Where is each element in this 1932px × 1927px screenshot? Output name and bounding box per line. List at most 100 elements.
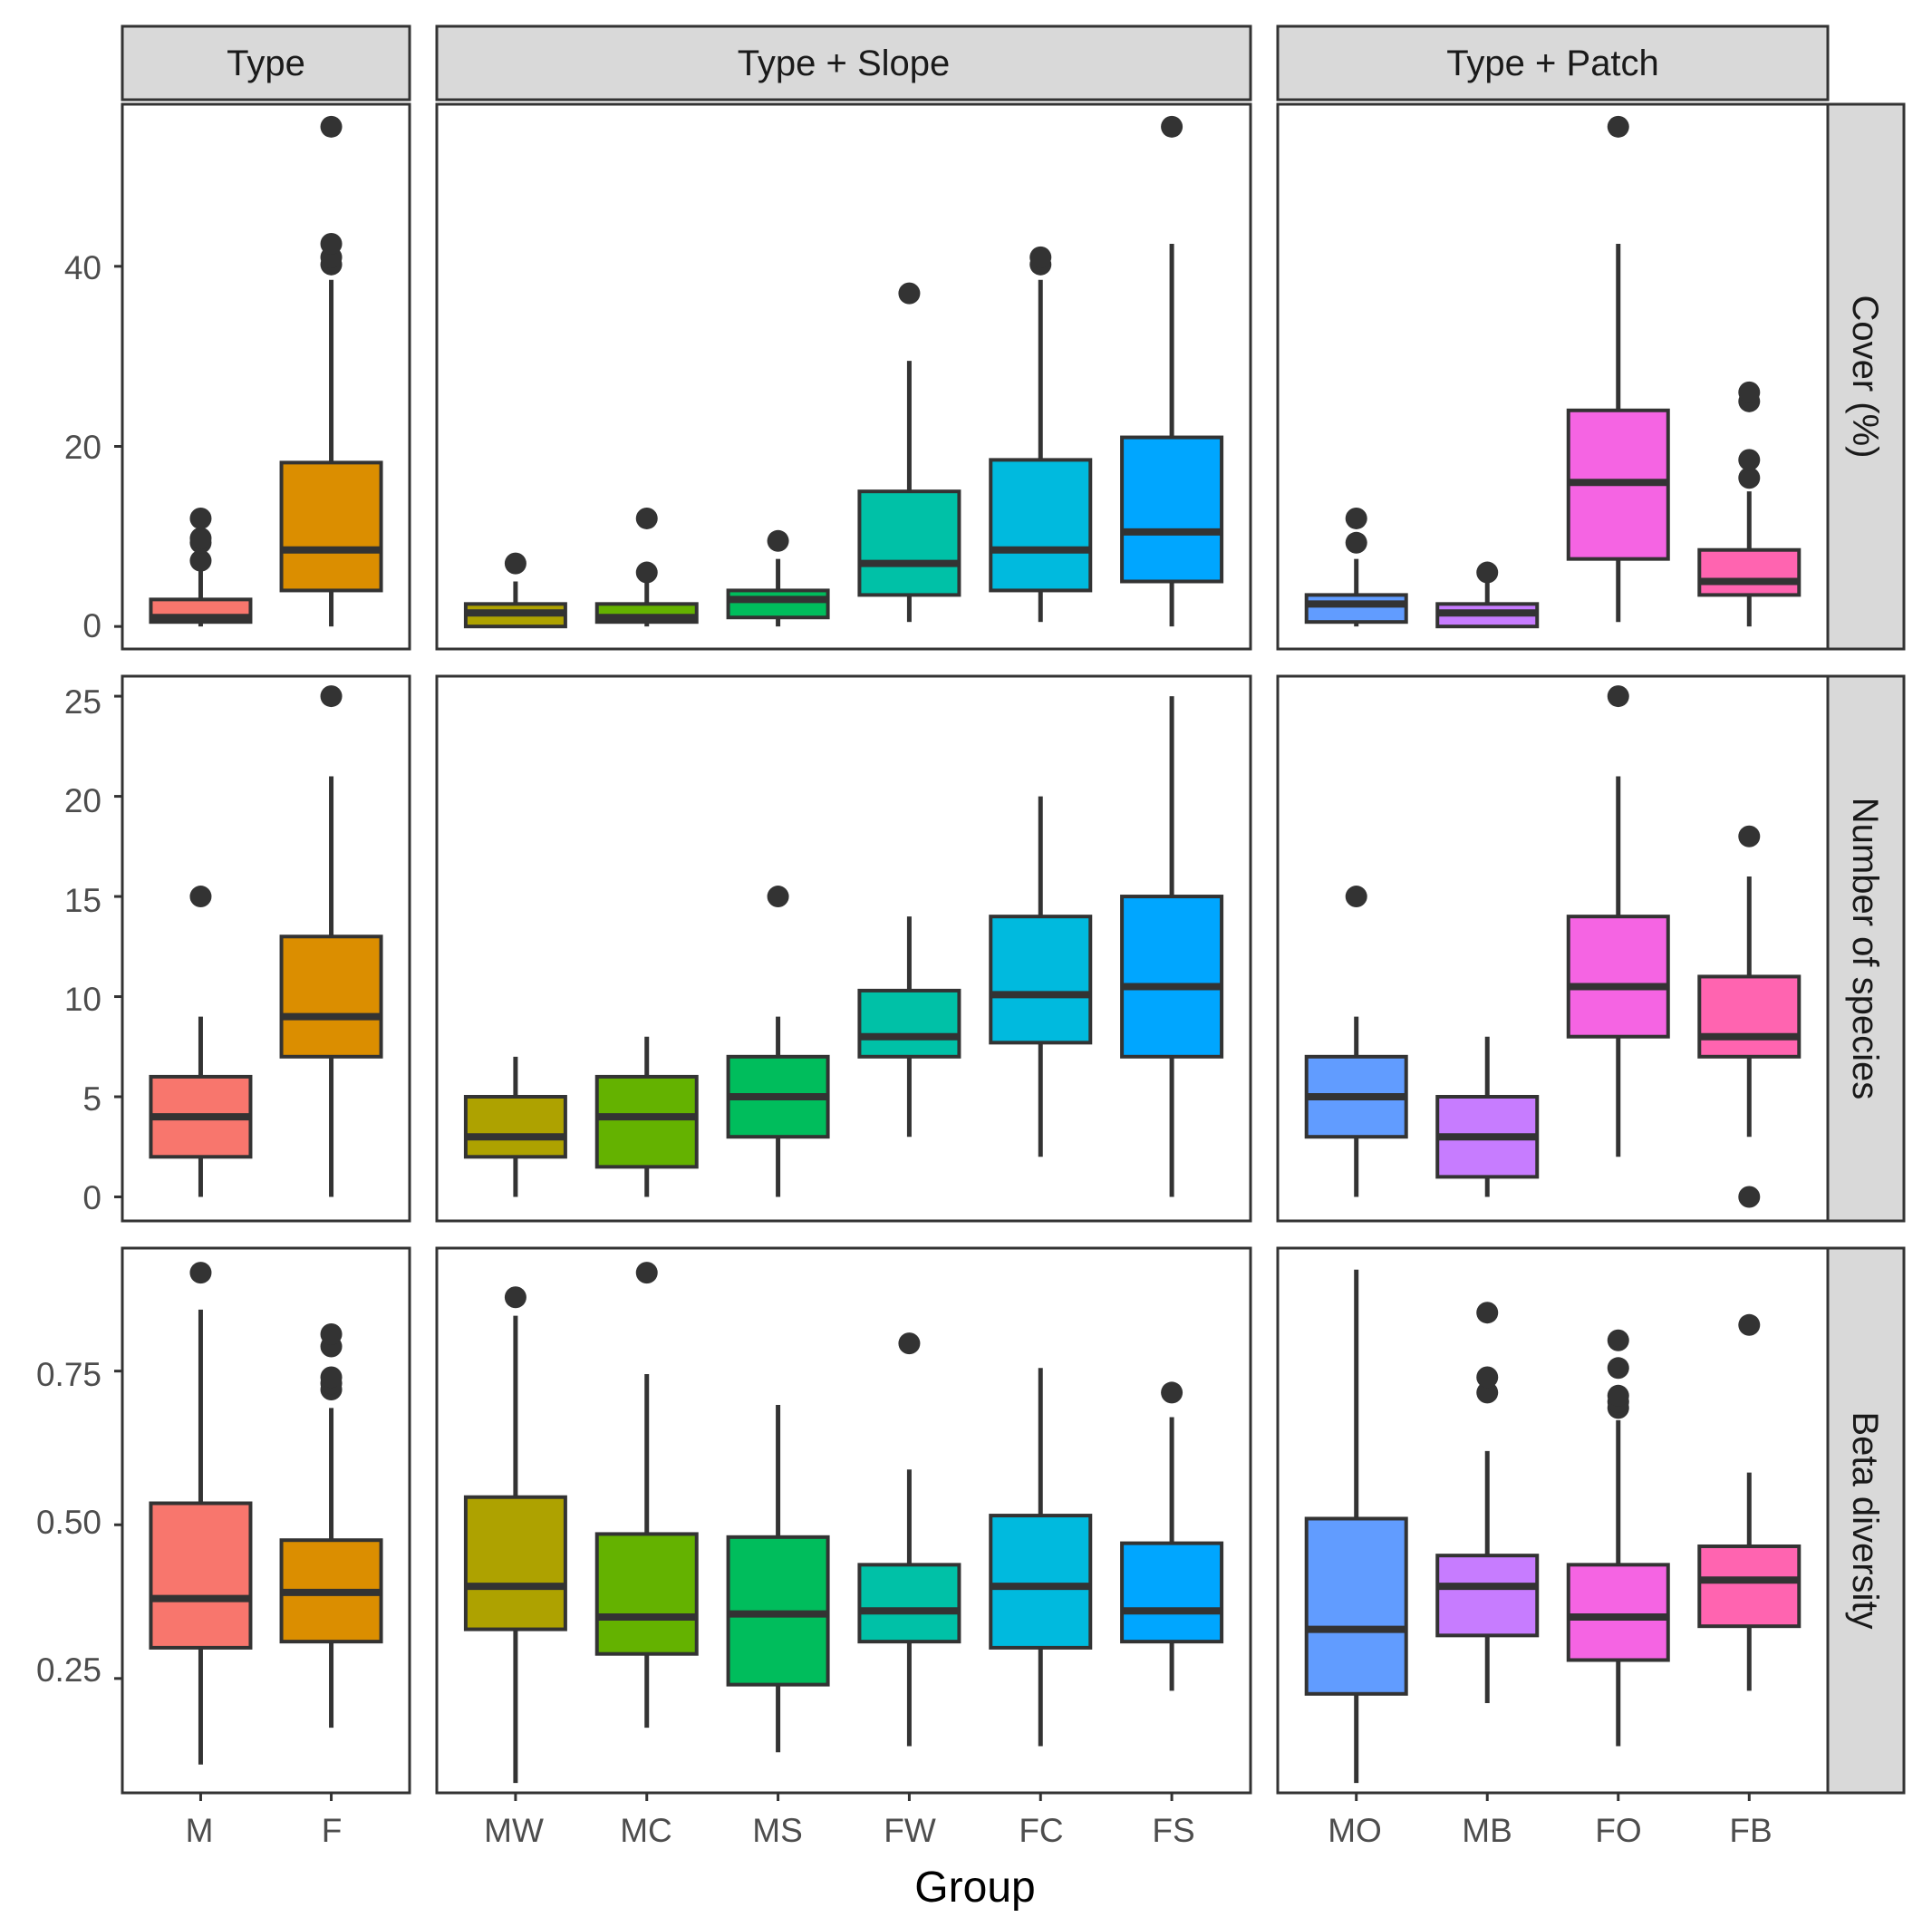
box-f [279,1322,383,1728]
box-iqr [1435,1554,1540,1638]
box-iqr [1697,1544,1802,1629]
outlier-point [1738,467,1761,489]
box-f [279,115,383,627]
box-fw [857,916,961,1138]
panel-border [121,674,411,1223]
outlier-point [1738,381,1761,403]
x-tick-label: MW [484,1812,544,1849]
outlier-point [320,232,343,255]
box-iqr [1120,435,1224,584]
column-strip-label: Type [227,44,305,83]
column-strip-type-slope: Type + Slope [435,24,1252,102]
box-fw [857,282,961,623]
x-tick-label: FC [1019,1812,1063,1849]
box-mb [1435,561,1540,629]
outlier-point [320,1366,343,1389]
outlier-point [189,1262,212,1284]
box-mb [1435,1302,1540,1703]
box-fc [989,1368,1093,1747]
outlier-point [189,527,212,549]
x-tick-label: MO [1328,1812,1382,1849]
outlier-point [504,552,526,575]
panel-border [121,102,411,651]
y-tick-label: 20 [64,429,101,466]
box-iqr [594,1074,699,1169]
box-m [149,1262,253,1765]
outlier-point [504,1286,526,1309]
panel [114,102,411,651]
row-strip-label: Number of species [1845,798,1885,1099]
row-strip-label: Cover (%) [1845,295,1885,458]
box-iqr [463,1095,567,1159]
box-iqr [1566,915,1670,1039]
box-fo [1566,685,1670,1157]
outlier-point [1476,561,1499,584]
outlier-point [189,507,212,529]
outlier-point [320,115,343,138]
box-fc [989,246,1093,623]
outlier-point [1607,1329,1629,1351]
panel-border [121,1246,411,1795]
y-tick-label: 0 [82,1179,101,1216]
box-ms [726,886,830,1197]
y-tick-label: 25 [64,683,101,721]
box-iqr [149,1501,253,1650]
box-mo [1304,886,1408,1197]
outlier-point [1738,449,1761,471]
outlier-point [1345,886,1367,908]
outlier-point [1738,1313,1761,1336]
y-tick-label: 40 [64,249,101,286]
outlier-point [1161,115,1183,138]
box-fb [1697,1313,1802,1691]
box-fb [1697,825,1802,1208]
box-iqr [857,1563,961,1644]
box-iqr [726,588,830,620]
box-mw [463,1286,567,1784]
panel [1276,1246,1830,1801]
y-tick-label: 0.25 [36,1651,101,1689]
box-fs [1120,115,1224,627]
outlier-point [320,1322,343,1345]
panel [114,674,411,1223]
x-tick-label: M [186,1812,214,1849]
box-m [149,886,253,1197]
y-tick-label: 5 [82,1080,101,1118]
y-tick-label: 0.50 [36,1504,101,1541]
outlier-point [1345,531,1367,554]
y-tick-label: 10 [64,981,101,1018]
x-tick-label: MC [620,1812,672,1849]
x-axis-type-patch: MO MB FO FB [1328,1812,1772,1849]
box-m [149,507,253,627]
outlier-point [1738,825,1761,847]
box-mc [594,1036,699,1197]
box-fc [989,796,1093,1157]
outlier-point [1476,1381,1499,1404]
box-fw [857,1332,961,1747]
outlier-point [320,685,343,708]
outlier-point [189,549,212,572]
box-fo [1566,1329,1670,1747]
x-axis-type-slope: MW MC MS FW FC FS [484,1812,1195,1849]
y-axis-beta-diversity: 0.25 0.50 0.75 [36,1356,101,1689]
y-axis-cover: 0 20 40 [64,249,101,644]
panel [435,102,1252,651]
outlier-point [635,507,658,529]
outlier-point [898,282,921,305]
box-iqr [1697,974,1802,1059]
outlier-point [1476,1366,1499,1389]
x-axis-type: M F [186,1812,343,1849]
box-mo [1304,507,1408,627]
box-ms [726,529,830,627]
box-iqr [989,915,1093,1045]
box-iqr [989,1514,1093,1650]
box-iqr [594,1532,699,1656]
column-strip-type-patch: Type + Patch [1276,24,1830,102]
box-iqr [1697,547,1802,597]
x-tick-label: MS [752,1812,803,1849]
panel-border [435,674,1252,1223]
box-iqr [1566,1563,1670,1662]
panel-border [1276,102,1830,651]
column-strip-type: Type [121,24,411,102]
outlier-point [189,886,212,908]
panel [435,1246,1252,1801]
